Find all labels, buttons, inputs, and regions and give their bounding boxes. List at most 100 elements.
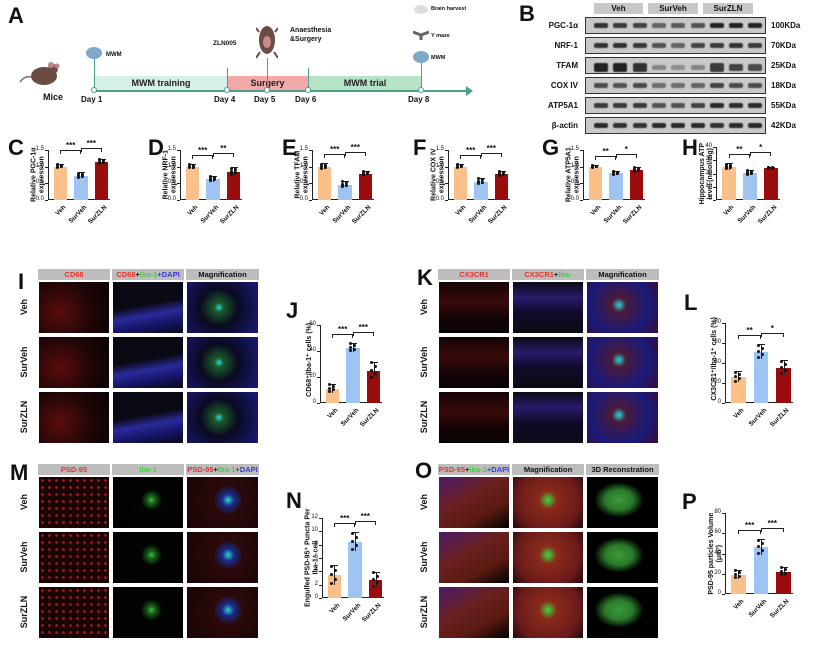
y-tick-mark [317, 403, 320, 404]
error-cap [352, 531, 359, 533]
y-tick-mark [722, 553, 725, 555]
data-point [97, 160, 101, 163]
micrograph-image [438, 531, 510, 584]
x-tick-label: SurVeh [339, 407, 360, 428]
day-label: Day 4 [214, 95, 236, 104]
col-header-psd95: PSD-95 [38, 464, 110, 475]
micrograph-image [38, 476, 110, 529]
y-tick-mark [722, 343, 725, 344]
micrograph-image [438, 281, 510, 334]
protein-band [613, 63, 628, 72]
data-point [591, 164, 595, 168]
data-point [233, 171, 237, 175]
day-label: Day 6 [295, 95, 317, 104]
data-point [56, 163, 60, 167]
protein-band [632, 63, 647, 72]
protein-band [729, 103, 744, 108]
row-label-veh: Veh [19, 493, 29, 510]
bar-surzln [94, 162, 109, 200]
data-point [460, 165, 464, 169]
protein-band [729, 23, 744, 28]
water-maze-icon [86, 47, 102, 59]
protein-band [709, 43, 724, 48]
bar-surveh [74, 175, 88, 200]
micrograph-image [186, 391, 259, 444]
significance-mark: *** [360, 511, 370, 521]
protein-band [748, 103, 763, 108]
kda-label: 42KDa [771, 121, 796, 130]
x-tick-label: SurZLN [769, 598, 791, 620]
data-point [341, 185, 344, 189]
y-tick-mark [45, 200, 48, 201]
y-axis-label: CD68⁺/Iba-1⁺ cells (%) [306, 322, 314, 397]
micrograph-image [38, 531, 110, 584]
micrograph-image [586, 531, 659, 584]
y-tick-mark [319, 598, 322, 599]
panel-label-a: A [8, 3, 24, 28]
timeline-node [224, 87, 230, 93]
x-tick-label: Veh [318, 204, 332, 218]
error-bar [355, 532, 356, 552]
y-tick-label: 40 [714, 359, 721, 365]
data-point [320, 164, 324, 168]
data-point [456, 166, 460, 170]
y-tick-mark [45, 183, 48, 185]
data-point [757, 356, 760, 360]
timeline-node [418, 87, 424, 93]
significance-mark: *** [744, 521, 755, 531]
kda-label: 25KDa [771, 61, 796, 70]
col-header-cx3cr1: CX3CR1 [438, 269, 510, 280]
y-tick-label: 20 [714, 379, 721, 385]
y-axis [180, 150, 181, 200]
error-cap [370, 361, 378, 363]
bar-chart-d: 0.0 0.5 1.0 1.5 Veh SurVeh SurZLN *** ** Relative… [162, 144, 242, 226]
col-header-3d-reconstruction: 3D Reconstration [586, 464, 659, 475]
data-point [757, 539, 760, 543]
protein-band [748, 43, 763, 48]
protein-band [709, 23, 724, 28]
y-tick-mark [317, 325, 320, 326]
row-label-surzln: SurZLN [19, 595, 29, 628]
x-tick-label: Veh [722, 204, 736, 218]
row-label-surveh: SurVeh [419, 541, 429, 573]
micrograph-image [186, 531, 259, 584]
error-bar [761, 345, 762, 359]
panel-label-i: I [18, 269, 25, 294]
protein-band [594, 63, 608, 72]
blot-strip [585, 77, 766, 94]
x-tick-label: SurZLN [487, 204, 509, 226]
data-point [355, 544, 358, 548]
micrograph-image [186, 281, 259, 334]
bar-chart-e: 0.0 0.5 1.0 1.5 Veh SurVeh SurZLN *** *** Relativ… [294, 144, 374, 226]
data-point [456, 163, 460, 167]
micrograph-image [112, 586, 184, 639]
y-axis [320, 325, 321, 403]
y-tick-label: 1.5 [299, 146, 308, 152]
y-tick-label: 8 [314, 540, 318, 547]
data-point [334, 569, 338, 573]
data-point [351, 531, 354, 535]
x-tick-label: SurZLN [351, 204, 373, 226]
y-tick-mark [713, 200, 716, 201]
data-point [192, 165, 196, 169]
y-tick-mark [580, 183, 583, 185]
bar-surveh [348, 542, 362, 598]
bar-veh [588, 167, 603, 200]
data-point [734, 370, 738, 374]
protein-band [632, 83, 647, 88]
data-point [501, 173, 505, 177]
y-axis-label: CX3CR1⁺/Iba-1⁺ cells (%) [711, 317, 719, 401]
significance-bracket [324, 154, 345, 159]
protein-band [748, 123, 763, 128]
group-header-surveh: SurVeh [648, 3, 698, 14]
y-axis-label: Relative NRF-1 expression [162, 149, 177, 200]
y-tick-label: 0.5 [167, 179, 176, 186]
data-point [481, 180, 484, 184]
error-cap [758, 539, 765, 541]
y-tick-label: 1.5 [167, 146, 176, 152]
data-point [328, 390, 332, 394]
data-point [636, 168, 640, 172]
protein-label: COX IV [550, 81, 578, 90]
data-point [750, 169, 753, 173]
data-point [361, 170, 365, 174]
